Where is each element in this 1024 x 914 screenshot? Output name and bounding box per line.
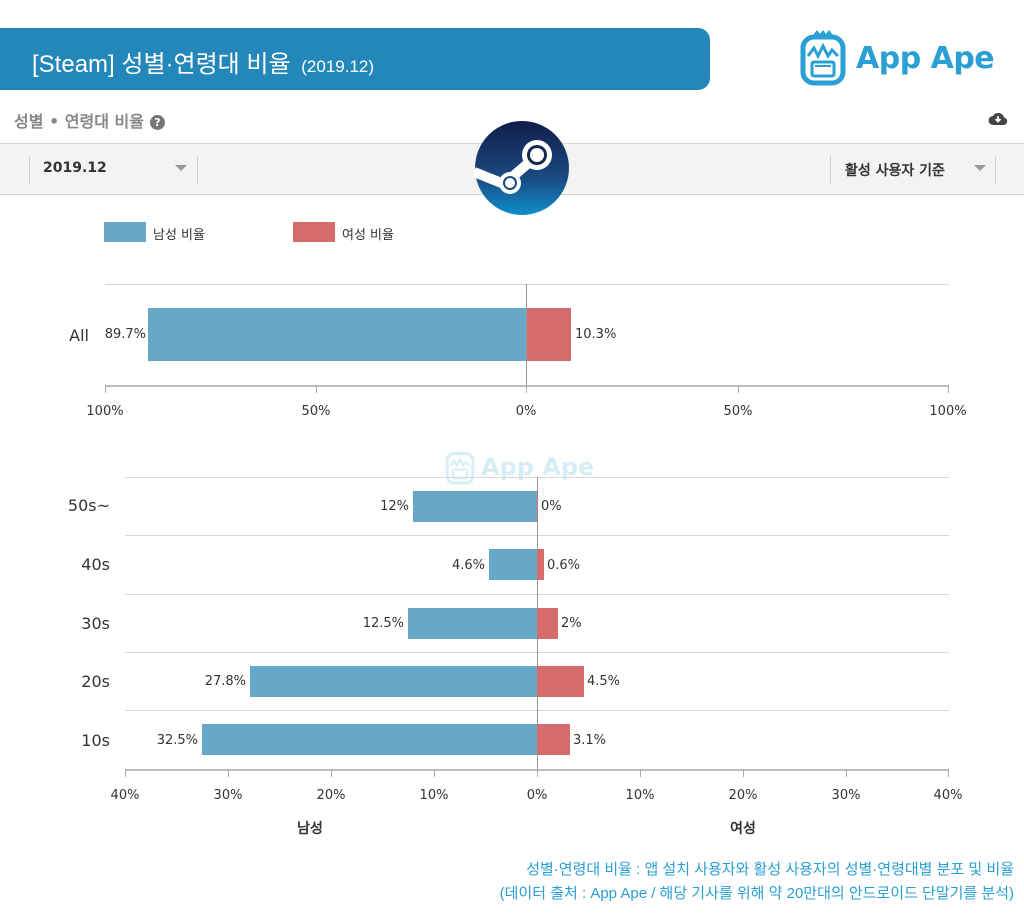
value-label-female: 0.6% [547,558,581,573]
tick [316,385,317,393]
category-label: All [69,326,89,345]
bar-male-10s[interactable] [202,724,537,755]
value-label-female: 0% [541,499,562,514]
tick [640,769,641,777]
value-label-male: 32.5% [156,733,198,748]
tick-label: 10% [419,788,449,803]
value-label-male: 4.6% [451,558,485,573]
tick-label: 50% [301,404,331,419]
tick [105,385,106,393]
tick-label: 30% [831,788,861,803]
app-ape-mascot-icon [445,451,475,485]
tick-label: 30% [213,788,243,803]
divider [830,156,831,184]
tick [948,385,949,393]
tick [743,769,744,777]
section-title: 성별 • 연령대 비율? [14,108,165,132]
app-ape-logo: App Ape [800,30,995,86]
tick [228,769,229,777]
bar-male-all[interactable] [148,308,526,361]
watermark-text: App Ape [481,453,595,481]
axis-label-male: 남성 [297,821,323,837]
tick [125,769,126,777]
value-label-female: 10.3% [575,327,617,342]
bar-male-30s[interactable] [408,608,537,639]
date-select-value: 2019.12 [43,160,107,176]
watermark: App Ape [445,449,594,485]
category-label: 30s [81,614,110,633]
tick-label: 10% [625,788,655,803]
legend-swatch-female [293,222,335,242]
value-label-female: 2% [561,616,582,631]
value-label-female: 3.1% [573,733,607,748]
tick-label: 20% [728,788,758,803]
bar-female-30s[interactable] [537,608,558,639]
axis-label-female: 여성 [730,821,756,837]
category-label: 40s [81,555,110,574]
legend-swatch-male [104,222,146,242]
tick [526,385,527,393]
zero-line [526,284,527,386]
divider [197,156,198,184]
cloud-download-icon[interactable] [988,110,1008,126]
tick-label: 20% [316,788,346,803]
bar-female-20s[interactable] [537,666,584,697]
bar-male-20s[interactable] [250,666,537,697]
title-banner [0,28,710,90]
logo-text: App Ape [856,40,995,76]
page-title: [Steam] 성별·연령대 비율 (2019.12) [32,44,374,79]
tick [738,385,739,393]
value-label-male: 12.5% [362,616,404,631]
divider [995,156,996,184]
chevron-down-icon [974,165,986,171]
value-label-male: 89.7% [104,327,146,342]
bar-female-10s[interactable] [537,724,570,755]
value-label-female: 4.5% [587,674,621,689]
gridline [105,284,949,285]
category-label: 20s [81,672,110,691]
app-ape-mascot-icon [800,30,846,86]
title-main: [Steam] 성별·연령대 비율 [32,51,291,78]
footnote-line-1: 성별·연령대 비율 : 앱 설치 사용자와 활성 사용자의 성별·연령대별 분포… [526,861,1014,878]
section-title-text: 성별 • 연령대 비율 [14,112,144,131]
tick [948,769,949,777]
tick-label: 0% [515,404,537,419]
tick-label: 100% [929,404,967,419]
tick-label: 0% [526,788,548,803]
value-label-male: 27.8% [204,674,246,689]
date-select[interactable]: 2019.12 [30,144,197,196]
bar-female-all[interactable] [527,308,571,361]
steam-logo-icon [474,121,569,215]
x-axis [105,385,949,387]
question-circle-icon[interactable]: ? [149,115,165,130]
bar-male-40s[interactable] [489,549,537,580]
tick-label: 100% [86,404,124,419]
footnote-line-2: (데이터 출처 : App Ape / 해당 기사를 위해 약 20만대의 안드… [499,885,1014,902]
tick-label: 50% [723,404,753,419]
tick [331,769,332,777]
tick [537,769,538,777]
bar-male-50s[interactable] [413,491,537,522]
chevron-down-icon [175,165,187,171]
tick-label: 40% [110,788,140,803]
divider [29,156,30,184]
tick [846,769,847,777]
bar-female-40s[interactable] [537,549,544,580]
category-label: 50s~ [67,496,110,515]
legend-label-male[interactable]: 남성 비율 [153,228,205,243]
bar-female-50s[interactable] [537,491,538,522]
title-date: (2019.12) [301,57,375,76]
category-label: 10s [81,731,110,750]
tick-label: 40% [933,788,963,803]
basis-select[interactable]: 활성 사용자 기준 [831,144,995,196]
tick [434,769,435,777]
basis-select-value: 활성 사용자 기준 [845,163,945,179]
value-label-male: 12% [380,499,409,514]
legend-label-female[interactable]: 여성 비율 [342,228,394,243]
